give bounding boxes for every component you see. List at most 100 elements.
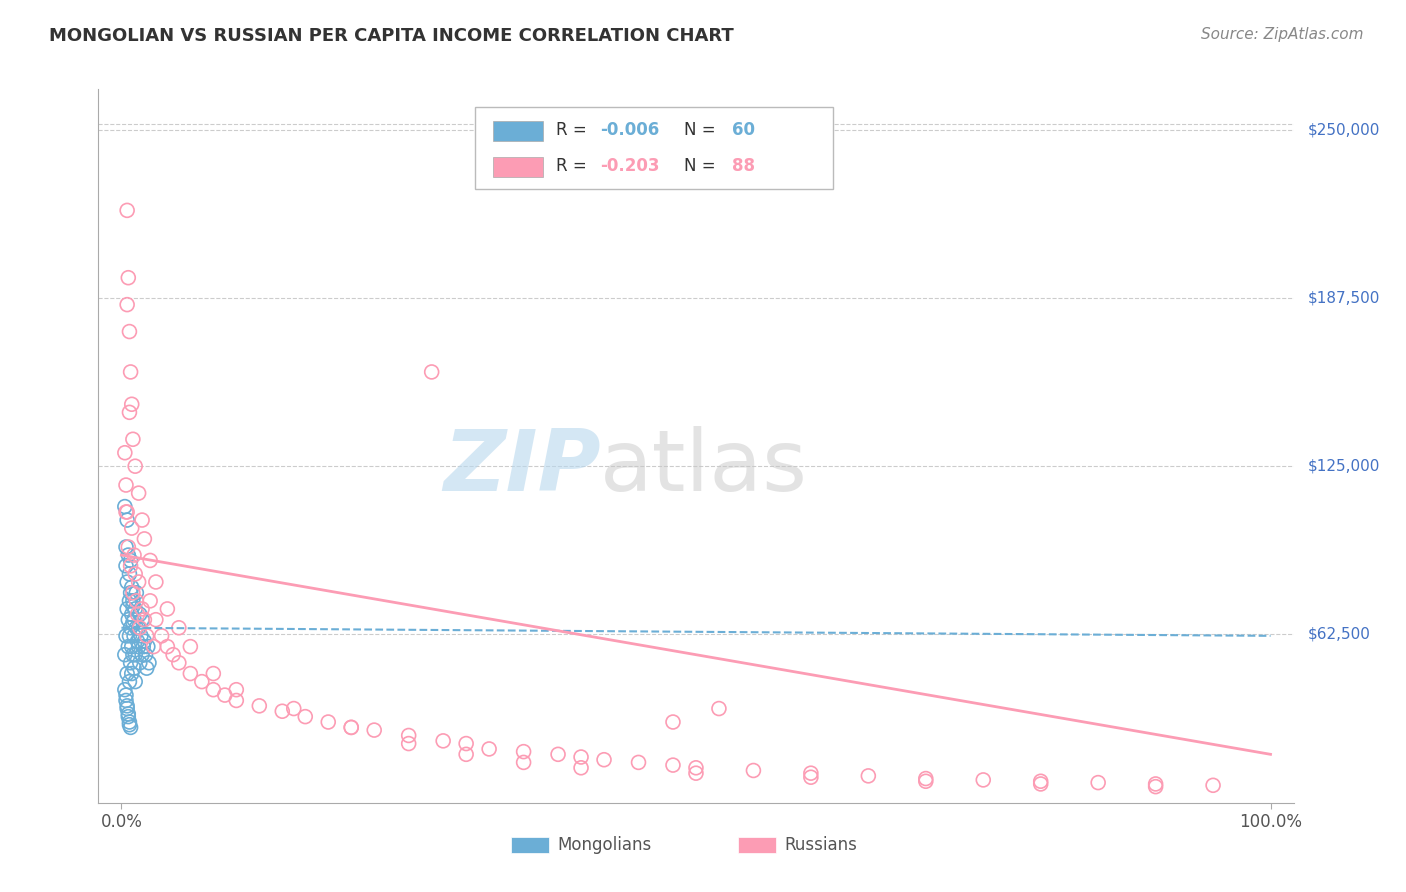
Text: Mongolians: Mongolians bbox=[557, 836, 651, 854]
Point bbox=[685, 761, 707, 775]
Point bbox=[134, 613, 156, 627]
Point bbox=[118, 629, 141, 643]
Point bbox=[115, 602, 138, 616]
Point bbox=[139, 594, 162, 608]
FancyBboxPatch shape bbox=[738, 837, 776, 853]
Point bbox=[115, 558, 138, 573]
Point bbox=[128, 656, 150, 670]
Point bbox=[118, 566, 141, 581]
Point bbox=[120, 553, 142, 567]
Point bbox=[122, 548, 145, 562]
FancyBboxPatch shape bbox=[494, 121, 543, 141]
Point bbox=[115, 629, 138, 643]
Point bbox=[122, 613, 145, 627]
Point bbox=[139, 553, 162, 567]
Point bbox=[214, 688, 236, 702]
Text: $250,000: $250,000 bbox=[1308, 122, 1381, 137]
Point bbox=[179, 666, 201, 681]
Point bbox=[118, 405, 141, 419]
Point bbox=[167, 656, 190, 670]
Point bbox=[115, 574, 138, 589]
Point bbox=[117, 706, 139, 721]
Point bbox=[225, 693, 247, 707]
Point bbox=[858, 769, 880, 783]
Point bbox=[131, 513, 153, 527]
Point bbox=[121, 580, 143, 594]
Point bbox=[124, 566, 146, 581]
Point bbox=[225, 682, 247, 697]
Point bbox=[569, 750, 592, 764]
Point bbox=[456, 737, 478, 751]
Point bbox=[125, 586, 148, 600]
Point bbox=[593, 753, 616, 767]
Point bbox=[118, 325, 141, 339]
Text: -0.203: -0.203 bbox=[600, 157, 659, 175]
Point bbox=[972, 772, 994, 787]
Point bbox=[128, 486, 150, 500]
Text: -0.006: -0.006 bbox=[600, 121, 659, 139]
Point bbox=[1144, 780, 1167, 794]
Point bbox=[122, 661, 145, 675]
Point bbox=[118, 717, 141, 731]
Point bbox=[136, 640, 159, 654]
Point bbox=[1029, 774, 1052, 789]
Point bbox=[340, 720, 363, 734]
Point bbox=[122, 599, 145, 614]
Point bbox=[115, 203, 138, 218]
Point bbox=[138, 656, 160, 670]
Point bbox=[114, 446, 136, 460]
Point bbox=[340, 720, 363, 734]
Point bbox=[115, 666, 138, 681]
Point bbox=[662, 714, 685, 729]
Point bbox=[120, 656, 142, 670]
Point bbox=[115, 540, 138, 554]
Point bbox=[124, 459, 146, 474]
Point bbox=[283, 701, 305, 715]
Point bbox=[398, 737, 420, 751]
Point bbox=[124, 602, 146, 616]
Point bbox=[114, 682, 136, 697]
Point bbox=[800, 770, 823, 784]
Text: $125,000: $125,000 bbox=[1308, 458, 1381, 474]
Point bbox=[120, 720, 142, 734]
Point bbox=[115, 298, 138, 312]
Point bbox=[398, 729, 420, 743]
Point bbox=[150, 629, 173, 643]
Point bbox=[121, 397, 143, 411]
Point bbox=[115, 505, 138, 519]
Text: N =: N = bbox=[685, 157, 721, 175]
Point bbox=[162, 648, 184, 662]
Point bbox=[145, 613, 167, 627]
Point bbox=[117, 709, 139, 723]
Point bbox=[128, 607, 150, 622]
Point bbox=[134, 634, 156, 648]
Point bbox=[120, 558, 142, 573]
Point bbox=[128, 621, 150, 635]
Point bbox=[121, 607, 143, 622]
Point bbox=[432, 734, 454, 748]
Point bbox=[131, 648, 153, 662]
Point bbox=[420, 365, 443, 379]
Point bbox=[118, 674, 141, 689]
Text: 88: 88 bbox=[733, 157, 755, 175]
Point bbox=[115, 701, 138, 715]
Point bbox=[1029, 777, 1052, 791]
Point bbox=[114, 500, 136, 514]
Point bbox=[294, 709, 316, 723]
Point bbox=[117, 270, 139, 285]
Point bbox=[569, 761, 592, 775]
Point bbox=[115, 478, 138, 492]
Point bbox=[179, 640, 201, 654]
Point bbox=[115, 693, 138, 707]
Point bbox=[122, 648, 145, 662]
Point bbox=[122, 629, 145, 643]
Point bbox=[122, 586, 145, 600]
Point bbox=[363, 723, 385, 737]
Point bbox=[120, 365, 142, 379]
Point bbox=[115, 698, 138, 713]
Point bbox=[156, 602, 179, 616]
Point bbox=[129, 629, 152, 643]
Point bbox=[1144, 777, 1167, 791]
Point bbox=[120, 621, 142, 635]
Point bbox=[800, 766, 823, 780]
